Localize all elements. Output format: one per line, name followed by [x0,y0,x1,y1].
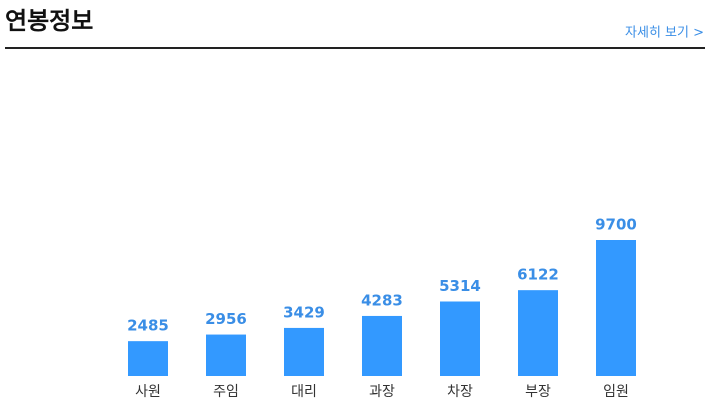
category-label: 대리 [291,384,317,400]
value-label: 5314 [439,277,481,295]
bar [284,327,324,376]
bar [518,290,558,376]
bar [440,301,480,376]
value-label: 2485 [127,317,169,335]
value-label: 4283 [361,291,403,309]
category-label: 사원 [135,384,161,400]
bar [206,334,246,376]
value-label: 2956 [205,310,247,328]
bar [128,341,168,376]
widget-title: 연봉정보 [5,7,93,35]
more-link[interactable]: 자세히 보기 > [625,26,704,41]
category-label: 주임 [213,384,239,400]
category-label: 차장 [447,384,473,400]
category-label: 과장 [369,384,395,400]
category-label: 임원 [603,384,629,400]
value-label: 3429 [283,303,325,321]
bar [362,315,402,376]
bar [596,240,636,376]
category-label: 부장 [525,384,551,400]
value-label: 6122 [517,266,559,284]
value-label: 9700 [595,216,637,234]
